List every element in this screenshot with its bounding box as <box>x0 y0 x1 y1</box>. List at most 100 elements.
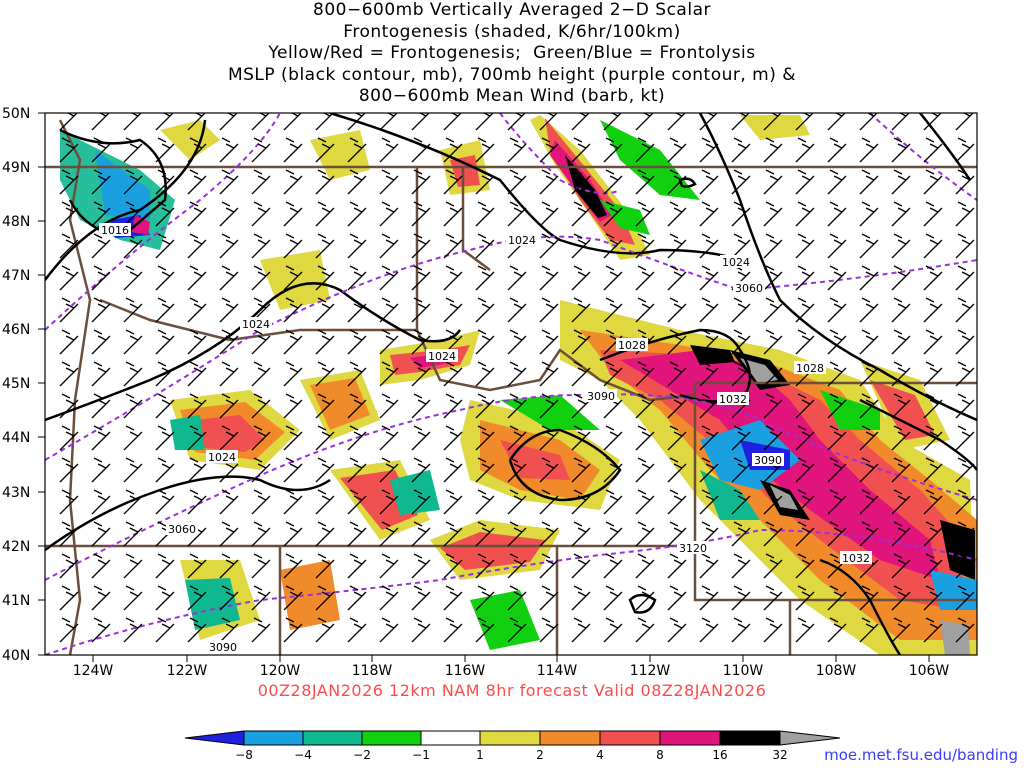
wind-barb <box>347 489 367 515</box>
wind-barb <box>347 201 367 227</box>
wind-barb <box>379 489 399 515</box>
wind-barb <box>155 137 175 163</box>
wind-barb <box>571 393 591 419</box>
contour-labels: 1016 1024 1024 1024 1024 1024 1028 1028 … <box>99 223 872 654</box>
wind-barb <box>923 617 943 643</box>
lon-label: 106W <box>909 663 950 679</box>
wind-barb <box>603 617 623 643</box>
mslp-label: 1028 <box>796 362 824 375</box>
wind-barb <box>539 233 559 259</box>
wind-barb <box>283 425 303 451</box>
wind-barb <box>635 489 655 515</box>
colorbar-segment <box>185 731 244 745</box>
lat-label: 44N <box>2 430 30 446</box>
wind-barb <box>955 113 974 131</box>
chart-title: 800−600mb Vertically Averaged 2−D Scalar… <box>0 0 1024 108</box>
wind-barb <box>731 489 751 515</box>
wind-barb <box>955 265 975 291</box>
wind-barb <box>859 585 879 611</box>
wind-barb <box>475 169 495 195</box>
wind-barb <box>59 201 79 227</box>
wind-barb <box>379 553 399 579</box>
wind-barb <box>283 617 303 643</box>
wind-barb <box>539 137 559 163</box>
wind-barb <box>123 617 143 643</box>
wind-barb <box>667 489 687 515</box>
wind-barb <box>475 201 495 227</box>
wind-barb <box>923 297 943 323</box>
wind-barb <box>795 137 815 163</box>
wind-barb <box>507 329 527 355</box>
wind-barb <box>603 521 623 547</box>
wind-barb <box>923 489 943 515</box>
wind-barb <box>507 521 527 547</box>
wind-barb <box>507 425 527 451</box>
wind-barb <box>763 361 783 387</box>
colorbar-label: 8 <box>656 748 664 762</box>
wind-barb <box>859 329 879 355</box>
wind-barb <box>411 553 431 579</box>
wind-barb <box>475 617 495 643</box>
wind-barb <box>667 169 687 195</box>
wind-barb <box>827 457 847 483</box>
wind-barb <box>763 553 783 579</box>
wind-barb <box>571 297 591 323</box>
wind-barb <box>539 113 558 131</box>
map-frame <box>44 112 978 656</box>
wind-barb <box>251 553 271 579</box>
wind-barb <box>507 201 527 227</box>
wind-barb <box>667 233 687 259</box>
wind-barb <box>699 585 719 611</box>
wind-barb <box>763 265 783 291</box>
wind-barb <box>731 297 751 323</box>
wind-barb <box>635 425 655 451</box>
wind-barb <box>571 361 591 387</box>
wind-barb <box>219 425 239 451</box>
wind-barb <box>475 553 495 579</box>
wind-barb <box>571 169 591 195</box>
wind-barb <box>667 201 687 227</box>
wind-barb <box>891 361 911 387</box>
title-line-2: Frontogenesis (shaded, K/6hr/100km) <box>343 21 681 42</box>
wind-barb <box>251 137 271 163</box>
wind-barb <box>59 137 79 163</box>
wind-barb <box>539 425 559 451</box>
wind-barb <box>955 521 975 547</box>
wind-barb <box>891 169 911 195</box>
lat-label: 46N <box>2 322 30 338</box>
wind-barb <box>91 329 111 355</box>
wind-barb <box>731 617 751 643</box>
wind-barb <box>827 265 847 291</box>
wind-barb <box>283 585 303 611</box>
wind-barb <box>123 329 143 355</box>
wind-barb <box>539 585 559 611</box>
wind-barb <box>891 329 911 355</box>
wind-barb <box>923 137 943 163</box>
wind-barb <box>923 113 942 131</box>
wind-barb <box>731 361 751 387</box>
wind-barb <box>283 169 303 195</box>
wind-barb <box>603 201 623 227</box>
wind-barb <box>443 553 463 579</box>
wind-barb <box>59 393 79 419</box>
wind-barb <box>475 457 495 483</box>
wind-barb <box>827 489 847 515</box>
wind-barb <box>379 265 399 291</box>
colorbar-segment <box>780 731 840 745</box>
wind-barb <box>891 617 911 643</box>
wind-barb <box>155 617 175 643</box>
wind-barb <box>251 489 271 515</box>
wind-barb <box>699 489 719 515</box>
colorbar-segment <box>540 731 600 745</box>
wind-barb <box>59 329 79 355</box>
wind-barb <box>955 137 975 163</box>
wind-barb <box>955 201 975 227</box>
lon-label: 108W <box>816 663 857 679</box>
wind-barb <box>155 361 175 387</box>
wind-barb <box>91 201 111 227</box>
wind-barb <box>667 521 687 547</box>
wind-barb <box>571 489 591 515</box>
wind-barb <box>539 521 559 547</box>
lat-label: 47N <box>2 268 30 284</box>
wind-barb <box>283 457 303 483</box>
